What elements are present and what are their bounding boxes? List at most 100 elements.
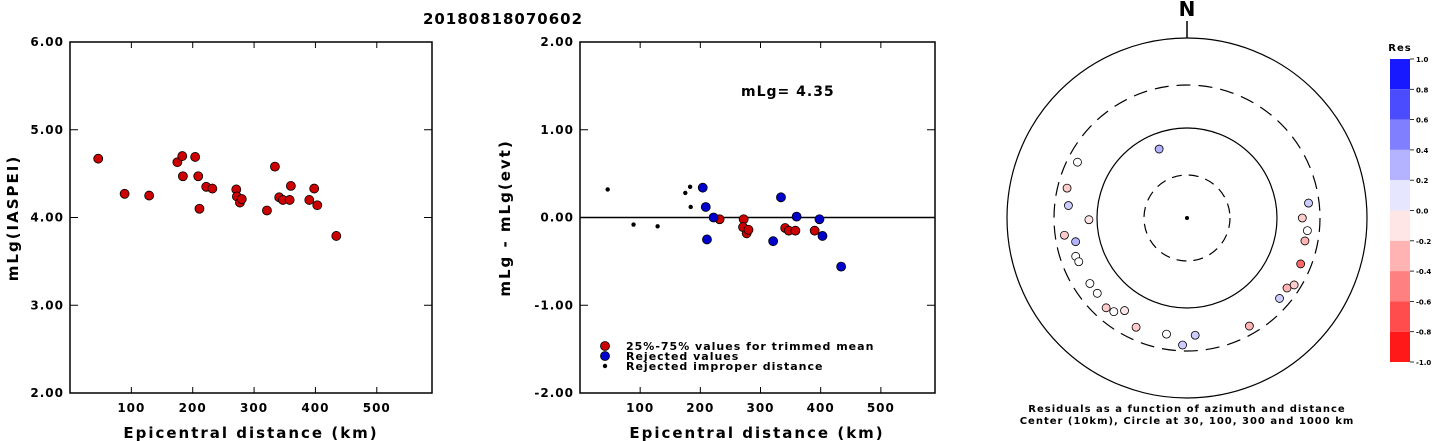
data-point [697,182,708,193]
plot-frame [69,41,433,394]
data-point [270,161,280,172]
data-point [776,192,786,203]
data-point [309,183,320,194]
data-point [809,225,820,236]
data-point [207,183,218,194]
colorbar-cell [1390,149,1410,181]
colorbar-tick-label: -0.2 [1416,238,1431,246]
colorbar-tick-label: -1.0 [1416,359,1431,367]
data-point [193,171,204,182]
axis-ticks: 100 200 300 400 500 2.00 3.00 4.00 5.00 6.00 [30,35,432,415]
station-marker [1085,279,1095,288]
x-tick-label: 500 [363,401,391,415]
circle-300km [1053,84,1321,352]
data-point [700,202,711,212]
data-point [655,224,660,229]
x-tick-label: 100 [626,401,654,415]
data-point [768,236,779,247]
data-point [605,187,610,192]
data-point [177,151,188,161]
x-tick-label: 300 [240,401,268,415]
caption-line-1: Residuals as a function of azimuth and d… [1028,404,1345,415]
station-marker [1064,201,1073,210]
colorbar-tick-label: 1.0 [1416,56,1429,64]
legend-marker-trimmed [600,341,610,351]
legend-marker-rejected [600,351,610,361]
colorbar-tick-label: 0.0 [1416,208,1429,216]
colorbar-cell [1390,180,1410,211]
data-point [836,261,847,272]
station-marker [1109,307,1119,317]
station-marker [1244,321,1254,331]
y-tick-label: -2.00 [534,386,574,400]
station-marker [1302,226,1312,236]
caption-line-2: Center (10km), Circle at 30, 100, 300 an… [1020,416,1355,427]
station-marker [1300,236,1310,246]
y-tick-label: -1.00 [534,298,574,312]
colorbar-tick-label: -0.4 [1416,268,1431,276]
data-point [790,225,801,236]
station-marker [1131,322,1141,332]
data-point [93,153,104,164]
station-marker [1304,198,1313,208]
colorbar-tick-label: -0.8 [1416,329,1431,337]
colorbar-cell [1390,210,1410,241]
center-point [1185,216,1189,220]
y-tick-label: 4.00 [30,211,64,225]
legend-label-improper: Rejected improper distance [626,360,823,373]
station-marker [1178,340,1187,350]
colorbar-cell [1390,240,1410,272]
station-marker [1073,157,1082,167]
colorbar-cell [1390,119,1410,150]
station-marker [1062,183,1072,193]
x-tick-label: 400 [807,401,835,415]
x-axis-label: Epicentral distance (km) [629,424,884,441]
data-point [687,184,693,189]
station-marker [1120,306,1129,315]
station-marker [1296,259,1306,269]
station-marker [1084,215,1094,225]
colorbar-tick-label: 0.4 [1416,147,1429,155]
data-point [119,188,130,199]
colorbar-tick-label: 0.8 [1416,86,1429,94]
station-marker [1275,294,1284,303]
data-point [708,212,719,223]
data-point [190,152,201,162]
y-axis-label: mLg - mLg(evt) [496,139,514,296]
x-tick-label: 300 [746,401,774,415]
colorbar-ticks: 1.0 0.8 0.6 0.4 0.2 0.0 -0.2 -0.4 -0.6 -0.8 -1.0 [1410,56,1431,367]
magnitude-vs-distance-panel: 100 200 300 400 500 2.00 3.00 4.00 5.00 6.00 Epic… [4,35,433,441]
residual-colorbar: Res 1.0 0.8 0.6 0.4 0.2 0.0 -0.2 -0.4 -0.6 -0.8 -1… [1388,43,1431,367]
y-tick-label: 5.00 [30,123,64,137]
colorbar-cell [1390,59,1410,90]
north-label: N [1179,0,1196,21]
y-axis-label: mLg(IASPEI) [4,155,22,281]
colorbar-cell [1390,301,1410,332]
station-marker [1071,237,1081,247]
colorbar-cell [1390,331,1410,362]
colorbar-tick-label: -0.6 [1416,298,1431,306]
data-point [177,171,188,182]
data-point [331,231,342,241]
colorbar-cells [1390,59,1410,362]
y-tick-label: 6.00 [30,35,64,49]
x-tick-label: 100 [117,401,145,415]
circle-1000km [1006,37,1368,399]
y-tick-label: 1.00 [540,123,574,137]
station-marker [1190,330,1200,340]
data-point [236,194,247,204]
station-marker [1060,230,1069,240]
legend-marker-improper [602,363,608,369]
axis-ticks: 100 200 300 400 500 -2.00 -1.00 0.00 1.00 2.00 [534,35,935,415]
legend-label-trimmed: 25%-75% values for trimmed mean [626,340,874,353]
data-point [743,224,754,235]
azimuth-residual-panel: N Residuals as a function of azimuth and… [1006,0,1368,427]
data-point [683,190,688,196]
station-marker [1154,144,1164,154]
data-point [702,234,712,245]
y-tick-label: 2.00 [30,386,64,400]
x-tick-label: 500 [867,401,895,415]
data-point [791,211,802,222]
circle-30km [1143,174,1231,262]
